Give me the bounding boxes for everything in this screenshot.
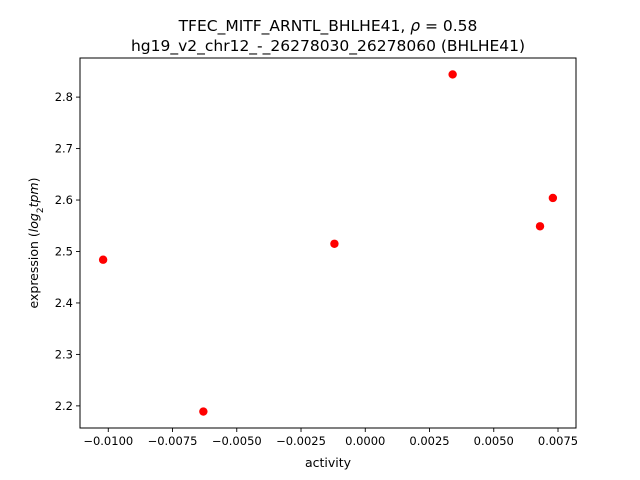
plot-area <box>98 70 558 416</box>
y-tick-label-0: 2.2 <box>55 399 73 413</box>
x-tick-label-4: 0.0000 <box>345 434 385 448</box>
y-tick-label-4: 2.6 <box>55 193 73 207</box>
chart-title-line2: hg19_v2_chr12_-_26278030_26278060 (BHLHE… <box>131 37 525 56</box>
chart-title-line1: TFEC_MITF_ARNTL_BHLHE41, ρ = 0.58 <box>178 17 478 36</box>
x-axis: −0.0100 −0.0075 −0.0050 −0.0025 0.0000 0.0025… <box>83 428 578 448</box>
x-axis-label: activity <box>305 455 352 470</box>
y-axis-label: expression (log2tpm) <box>26 178 46 309</box>
x-tick-label-0: −0.0100 <box>83 434 133 448</box>
y-tick-label-3: 2.5 <box>55 244 73 258</box>
x-tick-label-6: 0.0050 <box>474 434 514 448</box>
data-point-2 <box>330 239 339 248</box>
axes-frame <box>79 57 577 429</box>
data-point-4 <box>535 222 545 231</box>
y-tick-label-5: 2.7 <box>55 142 73 156</box>
x-tick-label-7: 0.0075 <box>538 434 578 448</box>
y-tick-label-1: 2.3 <box>55 347 73 361</box>
y-tick-label-2: 2.4 <box>55 296 73 310</box>
x-tick-label-2: −0.0050 <box>212 434 262 448</box>
data-point-1 <box>199 407 208 416</box>
data-point-5 <box>548 193 558 203</box>
y-tick-label-6: 2.8 <box>55 90 73 104</box>
y-axis: 2.2 2.3 2.4 2.5 2.6 2.7 2.8 <box>55 90 80 413</box>
data-point-0 <box>98 255 108 264</box>
data-point-3 <box>448 70 457 79</box>
x-tick-label-5: 0.0025 <box>409 434 449 448</box>
x-tick-label-3: −0.0025 <box>276 434 326 448</box>
x-tick-label-1: −0.0075 <box>148 434 198 448</box>
